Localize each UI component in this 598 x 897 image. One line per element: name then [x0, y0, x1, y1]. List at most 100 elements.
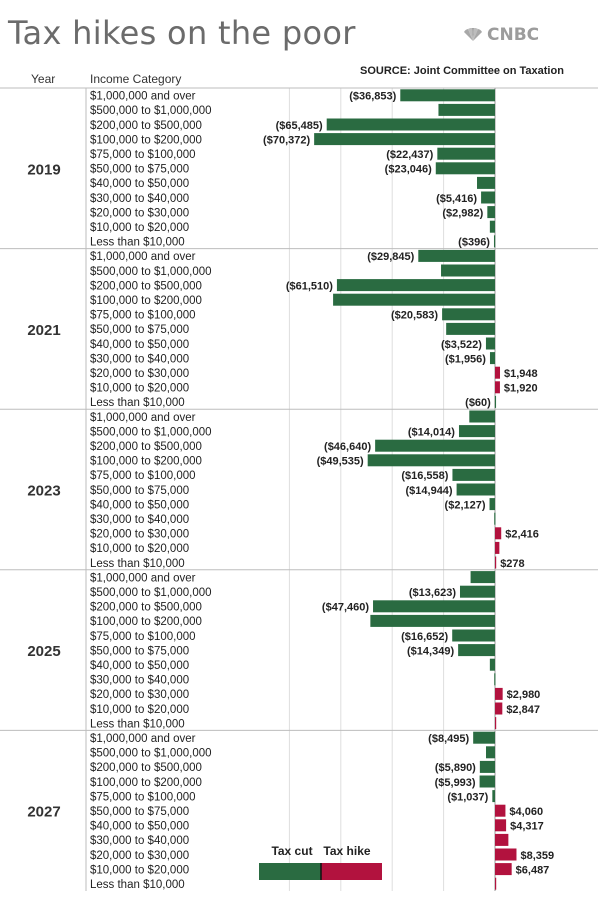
category-label: Less than $10,000	[90, 397, 185, 409]
peacock-icon	[464, 28, 482, 41]
bar	[494, 395, 497, 408]
category-label: $40,000 to $50,000	[90, 178, 189, 190]
category-label: $50,000 to $75,000	[90, 164, 189, 176]
category-label: $100,000 to $200,000	[90, 134, 202, 146]
bar	[458, 425, 495, 438]
bar	[486, 746, 495, 759]
data-label: $4,317	[510, 821, 544, 833]
category-label: Less than $10,000	[90, 558, 185, 570]
category-label: $200,000 to $500,000	[90, 602, 202, 614]
data-label: $1,920	[504, 383, 538, 395]
category-label: $20,000 to $30,000	[90, 207, 189, 219]
bar	[493, 235, 496, 248]
bar	[441, 264, 495, 277]
category-label: $75,000 to $100,000	[90, 791, 196, 803]
bar	[494, 673, 496, 686]
data-label: ($16,652)	[401, 631, 448, 643]
category-label: $1,000,000 and over	[90, 412, 196, 424]
data-label: ($23,046)	[385, 164, 432, 176]
bar	[459, 585, 495, 598]
bar	[485, 337, 495, 350]
bar	[418, 249, 495, 262]
logo-text: CNBC	[487, 25, 540, 45]
data-label: ($8,495)	[428, 733, 469, 745]
bar	[495, 556, 497, 569]
bar	[495, 877, 497, 890]
data-label: ($29,845)	[367, 251, 414, 263]
bar	[452, 468, 495, 481]
data-label: ($5,416)	[436, 193, 477, 205]
bar	[375, 439, 495, 452]
year-column-header: Year	[31, 72, 56, 86]
category-label: $30,000 to $40,000	[90, 675, 189, 687]
category-label: $200,000 to $500,000	[90, 441, 202, 453]
bar	[373, 600, 495, 613]
category-label: $500,000 to $1,000,000	[90, 426, 212, 438]
category-label: $10,000 to $20,000	[90, 543, 189, 555]
data-label: ($5,993)	[435, 777, 476, 789]
bar	[479, 775, 495, 788]
bar	[473, 731, 495, 744]
category-label: $50,000 to $75,000	[90, 806, 189, 818]
year-label: 2027	[27, 804, 60, 821]
category-label: $200,000 to $500,000	[90, 762, 202, 774]
data-label: ($61,510)	[286, 280, 333, 292]
legend-hike-swatch	[321, 863, 382, 880]
data-label: ($14,944)	[406, 485, 453, 497]
bar	[458, 644, 495, 657]
data-label: ($2,982)	[442, 207, 483, 219]
category-label: $20,000 to $30,000	[90, 850, 189, 862]
bar	[495, 366, 501, 379]
category-label: $20,000 to $30,000	[90, 689, 189, 701]
data-label: $8,359	[520, 850, 554, 862]
data-label: $2,980	[507, 689, 541, 701]
bar	[495, 381, 500, 394]
data-label: ($65,485)	[276, 120, 323, 132]
category-label: $20,000 to $30,000	[90, 368, 189, 380]
category-label: $1,000,000 and over	[90, 733, 196, 745]
bar	[495, 833, 509, 846]
category-label: $10,000 to $20,000	[90, 222, 189, 234]
income-column-header: Income Category	[90, 72, 182, 86]
data-label: ($3,522)	[441, 339, 482, 351]
bar	[495, 702, 503, 715]
data-label: ($20,583)	[391, 310, 438, 322]
data-label: $278	[500, 558, 524, 570]
bar	[489, 498, 495, 511]
category-label: $1,000,000 and over	[90, 572, 196, 584]
data-label: ($16,558)	[401, 470, 448, 482]
bar	[437, 147, 495, 160]
bar	[489, 352, 495, 365]
category-label: Less than $10,000	[90, 718, 185, 730]
data-label: $4,060	[509, 806, 543, 818]
data-label: ($13,623)	[409, 587, 456, 599]
bar	[435, 162, 495, 175]
category-label: $10,000 to $20,000	[90, 864, 189, 876]
data-label: ($396)	[458, 237, 490, 249]
bar	[456, 483, 495, 496]
category-label: Less than $10,000	[90, 879, 185, 891]
category-label: $10,000 to $20,000	[90, 704, 189, 716]
bar	[495, 863, 512, 876]
bar	[495, 848, 517, 861]
bar	[489, 658, 495, 671]
bar	[495, 804, 506, 817]
bar	[495, 541, 500, 554]
category-label: $40,000 to $50,000	[90, 660, 189, 672]
bar	[442, 308, 495, 321]
category-label: $50,000 to $75,000	[90, 645, 189, 657]
data-label: ($47,460)	[322, 602, 369, 614]
cnbc-logo: CNBC	[462, 25, 539, 45]
bar	[438, 103, 495, 116]
category-label: $500,000 to $1,000,000	[90, 748, 212, 760]
bar	[477, 176, 495, 189]
category-label: $1,000,000 and over	[90, 91, 196, 103]
category-label: $200,000 to $500,000	[90, 280, 202, 292]
category-label: $50,000 to $75,000	[90, 324, 189, 336]
bar	[314, 133, 495, 146]
data-label: $1,948	[504, 368, 538, 380]
data-label: ($5,890)	[435, 762, 476, 774]
category-label: $100,000 to $200,000	[90, 456, 202, 468]
data-label: ($60)	[465, 397, 491, 409]
